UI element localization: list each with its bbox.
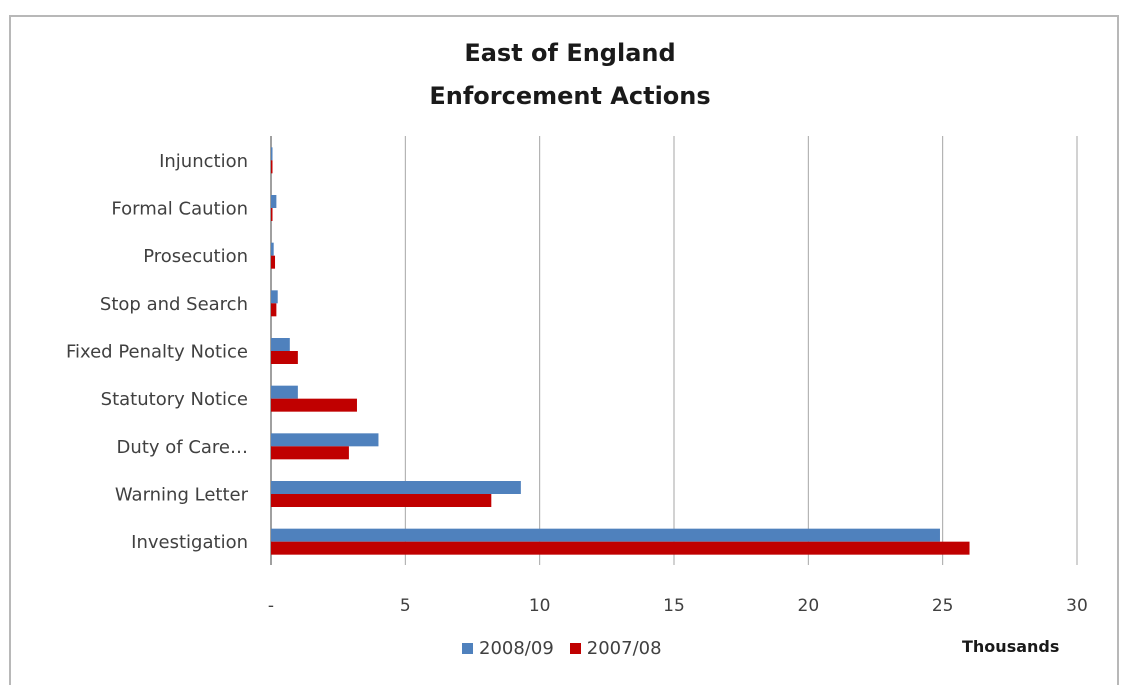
- units-label: Thousands: [962, 637, 1060, 656]
- category-label: Statutory Notice: [101, 389, 248, 410]
- legend-swatch-2007-08: [569, 643, 581, 654]
- bar-2007-08: [271, 398, 357, 412]
- bar-2007-08: [271, 541, 970, 555]
- x-tick-labels: - 5 10 15 20 25 30: [268, 596, 1088, 616]
- bar-2007-08: [271, 351, 298, 364]
- bar-2007-08: [271, 160, 273, 174]
- bar-2008-09: [271, 385, 298, 399]
- category-label: Duty of Care…: [117, 437, 248, 458]
- bar-2007-08: [271, 446, 349, 460]
- bar-2008-09: [271, 338, 290, 351]
- x-tick-label: 15: [663, 596, 685, 616]
- category-label: Formal Caution: [111, 199, 248, 220]
- x-tick-label: 25: [932, 596, 954, 616]
- bars: [271, 147, 970, 555]
- bar-2008-09: [271, 433, 379, 447]
- legend-item-2008-09: 2008/09: [462, 638, 554, 659]
- category-label: Injunction: [159, 151, 248, 172]
- legend-item-2007-08: 2007/08: [569, 638, 662, 659]
- x-tick-label: -: [268, 596, 274, 616]
- category-label: Warning Letter: [115, 485, 249, 506]
- legend-label-2007-08: 2007/08: [586, 638, 662, 659]
- bar-2008-09: [271, 528, 940, 542]
- bar-2007-08: [271, 208, 273, 221]
- category-label: Fixed Penalty Notice: [66, 342, 248, 363]
- bar-2008-09: [271, 242, 274, 256]
- chart-title-line-2: Enforcement Actions: [429, 82, 711, 110]
- bar-2008-09: [271, 481, 521, 494]
- bar-2007-08: [271, 494, 492, 507]
- x-tick-label: 10: [529, 596, 551, 616]
- category-labels: Injunction Formal Caution Prosecution Stop …: [66, 151, 249, 553]
- bar-2008-09: [271, 147, 273, 161]
- x-tick-label: 5: [400, 596, 411, 616]
- bar-2008-09: [271, 290, 278, 304]
- bar-2007-08: [271, 303, 277, 317]
- bar-2007-08: [271, 255, 276, 269]
- legend: 2008/09 2007/08: [462, 638, 678, 659]
- x-tick-label: 20: [798, 596, 820, 616]
- bar-2008-09: [271, 195, 277, 208]
- chart-frame: [9, 15, 1119, 685]
- category-label: Prosecution: [143, 246, 248, 267]
- legend-label-2008-09: 2008/09: [479, 638, 554, 659]
- category-label: Stop and Search: [100, 294, 248, 315]
- chart-title-line-1: East of England: [464, 39, 676, 67]
- category-label: Investigation: [131, 532, 248, 553]
- x-tick-label: 30: [1066, 596, 1088, 616]
- legend-swatch-2008-09: [462, 643, 473, 654]
